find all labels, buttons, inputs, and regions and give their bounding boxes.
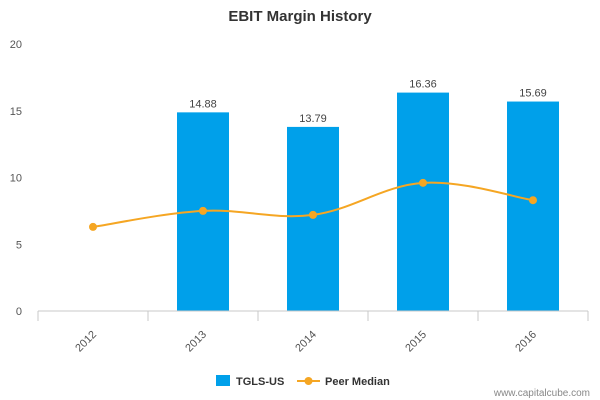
peer-median-point-2016 — [529, 196, 537, 205]
x-tick-label: 2016 — [513, 329, 539, 355]
x-tick-label: 2015 — [403, 329, 429, 355]
bar-labels: 14.88 13.79 16.36 15.69 — [189, 79, 547, 125]
x-tick-label: 2014 — [293, 329, 319, 355]
x-tick-label: 2013 — [183, 329, 209, 355]
bar-tgls-2015 — [397, 92, 449, 312]
bar-tgls-2014 — [287, 126, 339, 311]
chart-title: EBIT Margin History — [228, 8, 372, 25]
peer-median-point-2013 — [199, 206, 207, 215]
x-axis: 2012 2013 2014 2015 2016 — [37, 311, 589, 355]
peer-median-point-2014 — [309, 210, 317, 219]
credit-text: www.capitalcube.com — [493, 388, 590, 399]
x-tick-label: 2012 — [73, 329, 99, 355]
legend-marker-peer — [304, 377, 313, 385]
y-tick-label: 5 — [16, 239, 22, 251]
y-tick-label: 20 — [10, 39, 22, 51]
y-axis: 0 5 10 15 20 — [10, 39, 22, 318]
peer-median-point-2012 — [89, 222, 97, 231]
bars — [177, 92, 559, 312]
y-tick-label: 10 — [10, 173, 22, 185]
peer-median-point-2015 — [419, 178, 427, 187]
bar-value-label: 13.79 — [299, 113, 327, 125]
legend: TGLS-US Peer Median — [216, 375, 390, 388]
y-tick-label: 0 — [16, 306, 22, 318]
bar-tgls-2016 — [507, 101, 559, 311]
y-tick-label: 15 — [10, 106, 22, 118]
legend-label-peer: Peer Median — [325, 376, 390, 388]
bar-value-label: 15.69 — [519, 88, 547, 100]
bar-value-label: 16.36 — [409, 79, 437, 91]
legend-swatch-tgls — [216, 375, 230, 386]
legend-label-tgls: TGLS-US — [236, 376, 284, 388]
peer-median-series — [89, 178, 537, 231]
bar-value-label: 14.88 — [189, 98, 217, 110]
